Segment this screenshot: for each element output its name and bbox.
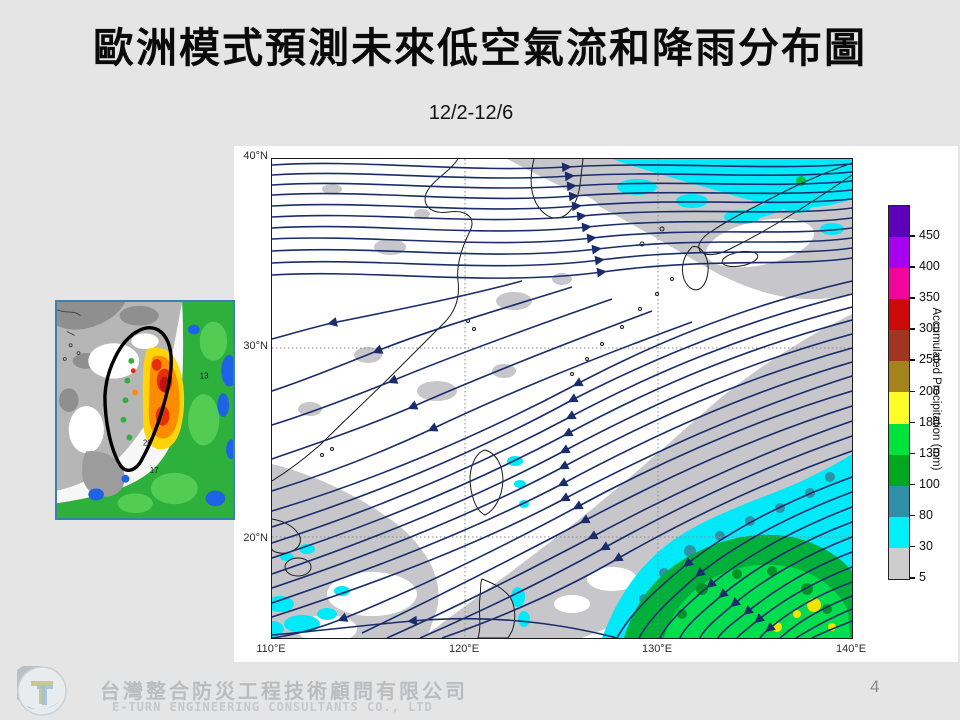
colorbar-tick-label: 130 [919, 445, 940, 460]
colorbar-tick-mark [910, 359, 915, 361]
colorbar-tick-label: 400 [919, 259, 940, 274]
colorbar-tick-mark [910, 266, 915, 268]
colorbar-tick-mark [910, 483, 915, 486]
inset-blue-layer [88, 324, 233, 507]
inset-coastlines [57, 309, 81, 361]
colorbar-tick-label: 350 [919, 290, 940, 305]
colorbar-segment [889, 361, 909, 393]
lat-label-40n: 40°N [243, 150, 268, 162]
inset-value-label: 17 [150, 466, 159, 475]
streamline-map-canvas [272, 159, 852, 638]
inset-heavy-rain-core [120, 347, 185, 450]
colorbar-tick-mark [910, 577, 915, 579]
taiwan-outline [103, 326, 173, 473]
company-name-zh: 台灣整合防災工程技術顧問有限公司 [100, 681, 468, 703]
weather-figure-panel: 40°N 30°N 20°N 110°E 120°E 130°E 140°E [234, 146, 958, 662]
company-name-en: E-TURN ENGINEERING CONSULTANTS CO., LTD [112, 700, 433, 714]
colorbar-tick-mark [910, 235, 915, 237]
colorbar-tick-mark [910, 545, 915, 548]
colorbar-tick-label: 300 [919, 321, 940, 336]
colorbar-title: Accumulated Precipitation (mm) [930, 307, 942, 471]
taiwan-inset-canvas: 13 20 17 [57, 302, 233, 518]
colorbar-tick-label: 250 [919, 352, 940, 367]
colorbar-tick-label: 450 [919, 228, 940, 243]
colorbar-segment [889, 392, 909, 424]
colorbar-segment [889, 268, 909, 300]
page-number: 4 [870, 677, 880, 696]
colorbar-segment [889, 330, 909, 362]
colorbar-segment [889, 237, 909, 269]
colorbar-segment [889, 299, 909, 331]
slide-title: 歐洲模式預測未來低空氣流和降雨分布圖 [93, 25, 867, 71]
lat-label-20n: 20°N [243, 532, 268, 544]
colorbar-segment [889, 454, 909, 486]
colorbar-tick-label: 30 [919, 538, 933, 553]
colorbar-tick-mark [910, 452, 915, 455]
lat-label-30n: 30°N [243, 340, 268, 352]
colorbar-bar [888, 205, 910, 580]
colorbar-segment [889, 485, 909, 517]
inset-green-layer [57, 302, 233, 518]
colorbar-ticks: 450 400 350 300 250 200 180 130 100 80 30 5 [910, 205, 958, 584]
colorbar-tick-label: 200 [919, 383, 940, 398]
colorbar-segment [889, 206, 909, 238]
colorbar-tick-mark [910, 390, 915, 392]
colorbar-tick-label: 80 [919, 507, 933, 522]
inset-value-label: 20 [143, 438, 152, 447]
colorbar-tick-label: 100 [919, 476, 940, 491]
colorbar-segment [889, 547, 909, 579]
streamlines-layer [272, 162, 852, 638]
lon-label-140e: 140°E [835, 643, 867, 655]
colorbar-tick-mark [910, 421, 915, 424]
inset-value-label: 13 [200, 372, 209, 381]
inset-annotations: 13 20 17 [143, 372, 209, 475]
lon-label-120e: 120°E [448, 643, 480, 655]
colorbar-tick-mark [910, 328, 915, 330]
lon-label-110e: 110°E [256, 643, 286, 655]
taiwan-rainfall-inset: 13 20 17 [55, 300, 235, 520]
colorbar-segment [889, 516, 909, 548]
colorbar-tick-mark [910, 514, 915, 517]
date-range-label: 12/2-12/6 [428, 102, 514, 124]
colorbar-segment [889, 423, 909, 455]
lon-label-130e: 130°E [641, 643, 673, 655]
colorbar-tick-label: 180 [919, 414, 940, 429]
colorbar-tick-label: 5 [919, 570, 926, 584]
colorbar-tick-mark [910, 297, 915, 299]
streamline-map [271, 158, 853, 639]
company-logo-icon [11, 664, 67, 716]
